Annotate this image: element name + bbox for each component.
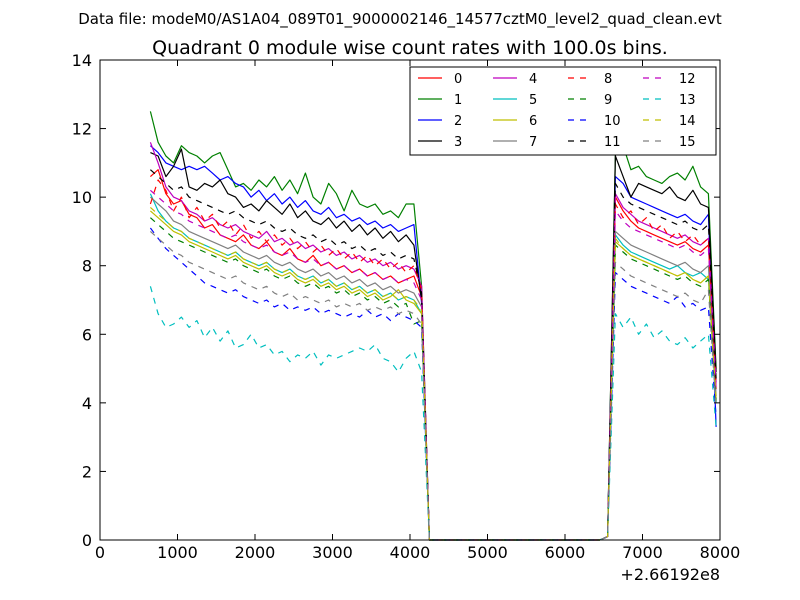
x-tick-label: 2000 [235,543,276,562]
legend-label-2: 2 [454,114,462,129]
x-tick-label: 7000 [622,543,663,562]
x-tick-label: 8000 [700,543,741,562]
legend-label-10: 10 [604,114,621,129]
y-tick-label: 8 [82,257,92,276]
legend-label-0: 0 [454,72,462,87]
x-tick-label: 0 [95,543,105,562]
y-tick-label: 6 [82,325,92,344]
legend-label-1: 1 [454,93,462,108]
x-tick-label: 1000 [157,543,198,562]
x-tick-label: 3000 [312,543,353,562]
legend-label-12: 12 [679,72,696,87]
legend-frame [409,66,717,156]
series-line-10 [149,227,717,541]
series-line-15 [149,230,717,541]
figure-suptitle: Data file: modeM0/AS1A04_089T01_90000021… [78,10,722,29]
chart-title: Quadrant 0 module wise count rates with … [152,37,668,59]
legend-label-5: 5 [529,93,537,108]
legend-label-15: 15 [679,135,696,150]
y-tick-label: 2 [82,462,92,481]
y-tick-label: 12 [72,120,92,139]
x-tick-label: 4000 [390,543,431,562]
y-tick-label: 14 [72,51,92,70]
legend-label-3: 3 [454,135,462,150]
x-tick-label: 6000 [545,543,586,562]
legend-label-14: 14 [679,114,696,129]
legend-label-8: 8 [604,72,612,87]
legend-label-7: 7 [529,135,537,150]
series-line-14 [149,206,717,541]
y-tick-label: 0 [82,531,92,550]
ticks-layer: 0 1000 2000 3000 4000 5000 6000 7000 80000246810… [72,51,741,562]
legend-label-13: 13 [679,93,696,108]
legend-label-9: 9 [604,93,612,108]
legend-label-6: 6 [529,114,537,129]
series-line-12 [150,189,717,541]
y-tick-label: 4 [82,394,92,413]
y-tick-label: 10 [72,188,92,207]
x-axis-offset-label: +2.66192e8 [620,565,720,584]
legend-label-4: 4 [529,72,537,87]
x-tick-label: 5000 [467,543,508,562]
series-line-8 [149,179,717,541]
legend-label-11: 11 [604,135,621,150]
